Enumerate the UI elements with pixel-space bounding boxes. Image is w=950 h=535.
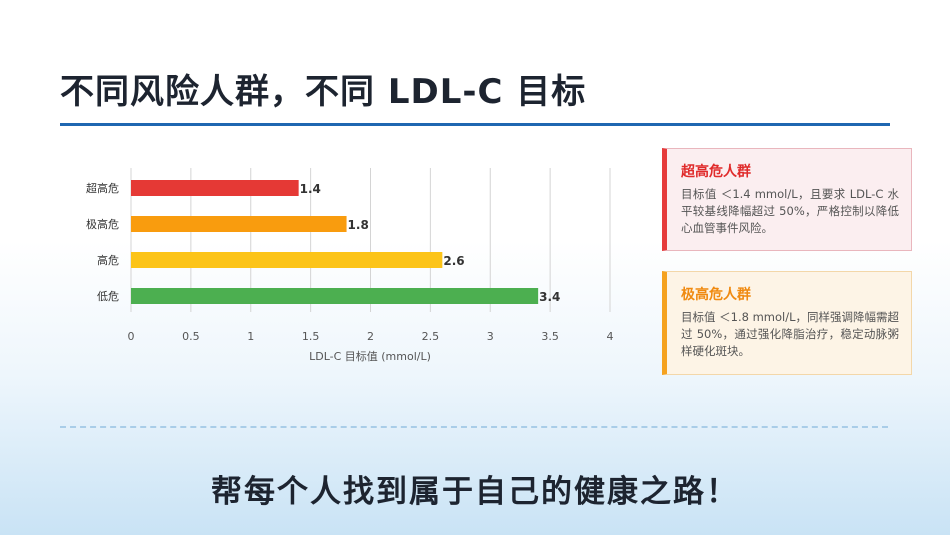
x-tick-label: 3.5 — [541, 330, 559, 343]
bar — [131, 252, 443, 268]
extreme-high-risk-desc: 目标值 ＜1.8 mmol/L，同样强调降幅需超过 50%，通过强化降脂治疗，稳… — [681, 310, 900, 358]
chart-labels: 0 0.5 1 1.5 2 2.5 3 3.5 4 超高危 1.4 极高危 1.8 高危 2.6 低危 3.4 — [86, 181, 614, 343]
x-tick-label: 1 — [247, 330, 254, 343]
bar — [131, 288, 539, 304]
extreme-high-risk-card: 极高危人群 目标值 ＜1.8 mmol/L，同样强调降幅需超过 50%，通过强化… — [662, 271, 912, 375]
value-label: 3.4 — [539, 290, 560, 304]
very-high-risk-card: 超高危人群 目标值 ＜1.4 mmol/L，且要求 LDL-C 水平较基线降幅超… — [662, 148, 912, 251]
x-tick-label: 3 — [487, 330, 494, 343]
category-label: 超高危 — [86, 181, 119, 195]
x-tick-label: 0 — [128, 330, 135, 343]
value-label: 1.4 — [300, 182, 321, 196]
category-label: 低危 — [97, 290, 119, 303]
value-label: 1.8 — [348, 218, 369, 232]
very-high-risk-desc: 目标值 ＜1.4 mmol/L，且要求 LDL-C 水平较基线降幅超过 50%，… — [681, 187, 899, 235]
x-tick-label: 0.5 — [182, 330, 200, 343]
title-divider — [60, 123, 890, 126]
value-label: 2.6 — [443, 254, 464, 268]
x-axis-title: LDL-C 目标值 (mmol/L) — [309, 349, 431, 363]
slogan: 帮每个人找到属于自己的健康之路！ — [211, 474, 739, 510]
x-tick-label: 4 — [607, 330, 614, 343]
bar — [131, 216, 347, 232]
page-title: 不同风险人群，不同 LDL-C 目标 — [60, 72, 587, 112]
extreme-high-risk-title: 极高危人群 — [681, 287, 751, 303]
x-tick-label: 1.5 — [302, 330, 320, 343]
section-divider — [60, 426, 888, 428]
bar — [131, 180, 299, 196]
category-label: 高危 — [97, 253, 119, 267]
very-high-risk-title: 超高危人群 — [681, 164, 751, 180]
category-label: 极高危 — [86, 217, 119, 231]
x-tick-label: 2.5 — [422, 330, 440, 343]
x-tick-label: 2 — [367, 330, 374, 343]
chart-bars — [131, 180, 539, 304]
